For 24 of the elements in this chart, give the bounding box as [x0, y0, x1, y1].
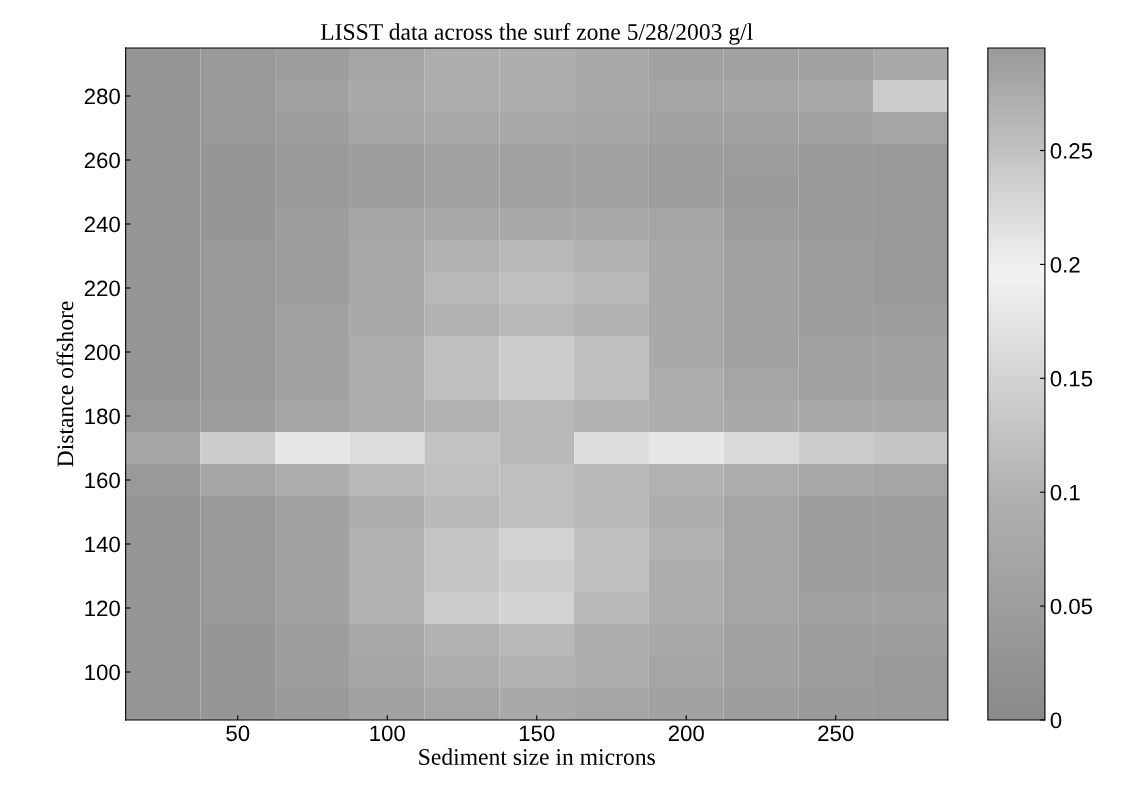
x-tick-label: 100: [370, 725, 405, 742]
color-bar-label: 0.05: [1050, 598, 1093, 615]
x-tick-label: 200: [668, 725, 704, 742]
y-tick-label: 120: [85, 600, 120, 617]
y-tick-label: 200: [84, 344, 120, 361]
y-tick-label: 180: [85, 408, 120, 425]
y-tick-label: 280: [84, 88, 120, 105]
x-tick-label: 50: [226, 725, 250, 742]
x-tick-label: 250: [818, 725, 854, 742]
color-bar-label: 0.1: [1050, 484, 1080, 501]
y-tick-label: 260: [84, 152, 120, 169]
color-bar-label: 0.2: [1050, 256, 1080, 273]
y-tick-label: 140: [85, 536, 120, 553]
color-bar-label: 0.15: [1050, 370, 1093, 387]
y-tick-label: 220: [84, 280, 120, 297]
x-axis-title: Sediment size in microns: [419, 748, 655, 765]
y-tick-label: 240: [84, 216, 120, 233]
y-tick-label: 100: [85, 664, 120, 681]
color-bar-label: 0: [1050, 712, 1062, 729]
chart-title: LISST data across the surf zone 5/28/2003 g/l: [320, 23, 753, 45]
x-tick-label: 150: [519, 725, 555, 742]
y-axis-title: Distance offshore: [56, 301, 74, 467]
y-tick-label: 160: [85, 472, 120, 489]
color-bar-label: 0.25: [1050, 143, 1093, 159]
